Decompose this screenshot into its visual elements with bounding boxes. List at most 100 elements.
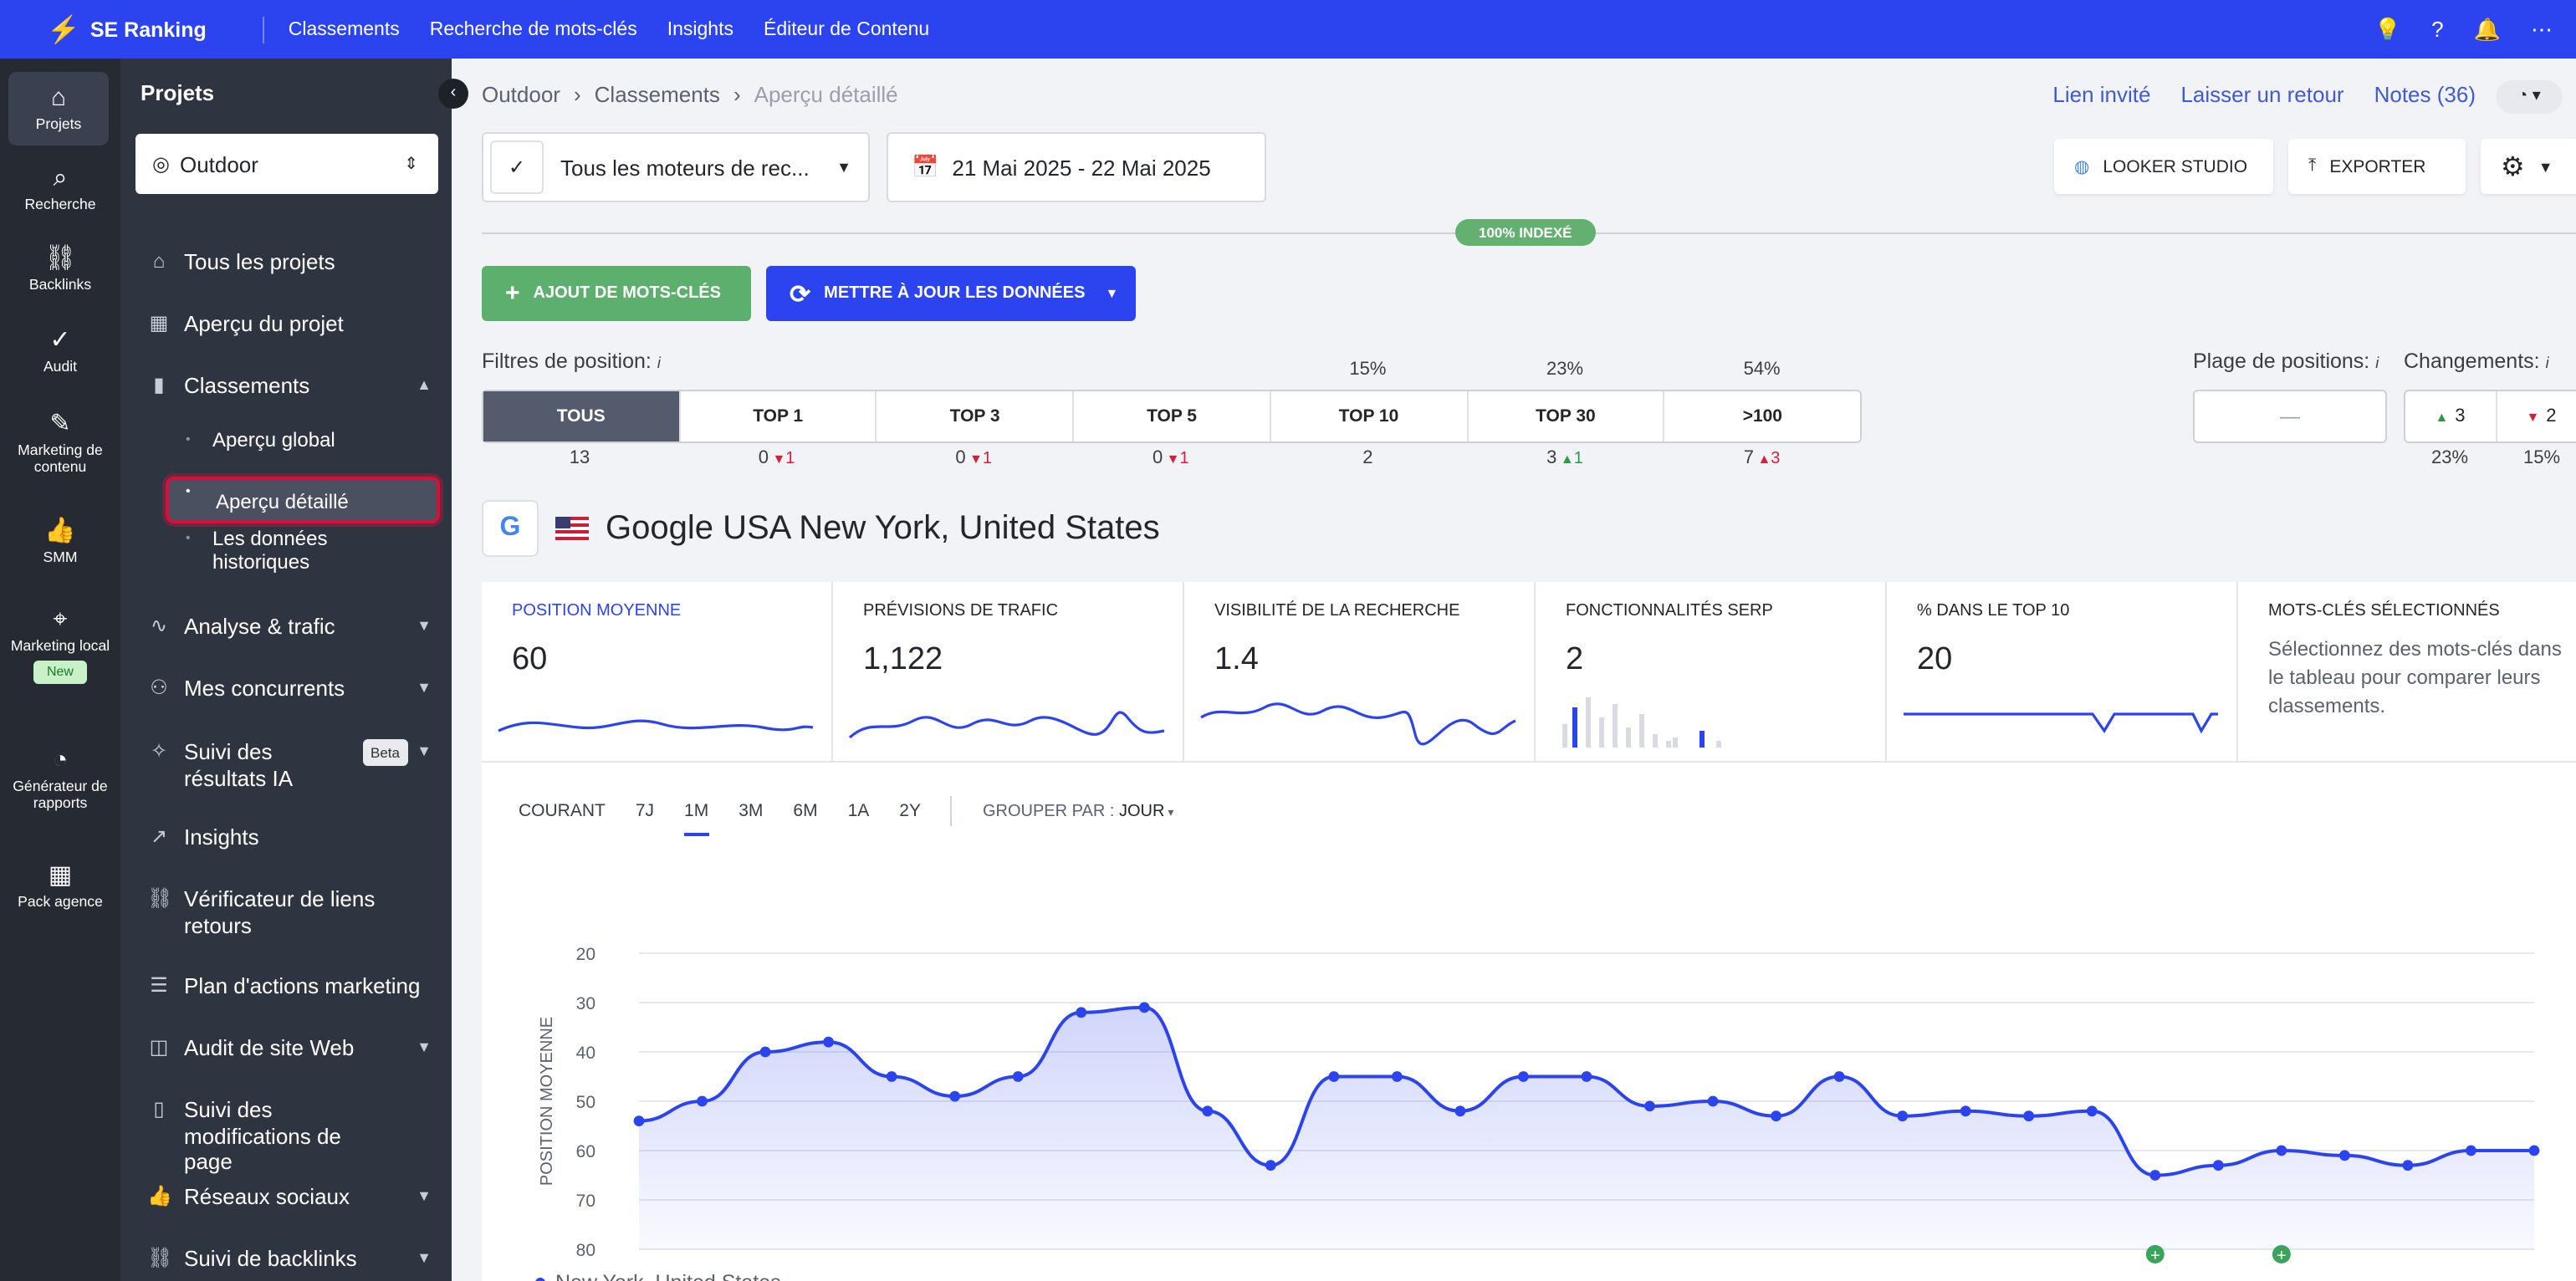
help-icon[interactable]: ? xyxy=(2431,17,2444,42)
data-point[interactable] xyxy=(823,1036,834,1048)
engine-select[interactable]: ✓ Tous les moteurs de rec... ▼ xyxy=(482,132,870,202)
data-point[interactable] xyxy=(1581,1071,1592,1082)
settings-button[interactable]: ⚙ ▼ xyxy=(2481,139,2576,194)
breadcrumb-classements[interactable]: Classements xyxy=(594,82,720,107)
sidebar-item-12[interactable]: ⛓ Suivi de backlinks ▼ xyxy=(147,1246,448,1272)
sidebar-item-9[interactable]: ◫ Audit de site Web ▼ xyxy=(147,1035,448,1061)
metric-card-1[interactable]: PRÉVISIONS DE TRAFIC 1,122 xyxy=(831,582,1183,761)
data-point[interactable] xyxy=(2402,1160,2414,1171)
data-point[interactable] xyxy=(1644,1100,1655,1112)
metric-card-0[interactable]: POSITION MOYENNE 60 xyxy=(482,582,831,761)
sidebar-item-11[interactable]: 👍 Réseaux sociaux ▼ xyxy=(147,1184,448,1210)
filter-tab-0[interactable]: TOUS xyxy=(483,391,679,441)
rail-item-3[interactable]: ✓ Audit xyxy=(0,326,120,375)
data-point[interactable] xyxy=(1392,1071,1403,1082)
sidebar-subitem-2[interactable]: Les données historiques xyxy=(186,527,363,575)
data-point[interactable] xyxy=(2528,1145,2540,1156)
guest-link[interactable]: Lien invité xyxy=(2052,82,2151,107)
position-range-input[interactable]: — xyxy=(2193,390,2387,443)
date-range-picker[interactable]: 📅 21 Mai 2025 - 22 Mai 2025 xyxy=(887,132,1266,202)
data-point[interactable] xyxy=(1960,1105,1971,1117)
project-select[interactable]: ◎ Outdoor ⇕ xyxy=(135,134,438,194)
data-point[interactable] xyxy=(1897,1110,1909,1122)
filter-tab-3[interactable]: TOP 5 xyxy=(1072,391,1269,441)
sidebar-item-2[interactable]: ▮ Classements ▲ xyxy=(147,373,448,399)
filter-tab-4[interactable]: TOP 10 xyxy=(1269,391,1466,441)
rail-item-4[interactable]: ✎ Marketing de contenu xyxy=(0,410,120,476)
sidebar-item-0[interactable]: ⌂ Tous les projets xyxy=(147,249,448,275)
event-marker[interactable] xyxy=(2145,1245,2165,1263)
add-keywords-button[interactable]: + AJOUT DE MOTS-CLÉS xyxy=(482,266,751,321)
sidebar-item-7[interactable]: ⛓ Vérificateur de liens retours xyxy=(147,886,448,938)
sidebar-item-4[interactable]: ⚇ Mes concurrents ▼ xyxy=(147,676,448,702)
data-point[interactable] xyxy=(886,1071,897,1082)
looker-studio-button[interactable]: ◍ LOOKER STUDIO xyxy=(2054,139,2273,194)
data-point[interactable] xyxy=(1202,1105,1214,1117)
more-icon[interactable]: ⋯ xyxy=(2531,16,2553,41)
metric-card-5[interactable]: MOTS-CLÉS SÉLECTIONNÉS Sélectionnez des m… xyxy=(2236,582,2576,761)
data-point[interactable] xyxy=(2466,1145,2476,1156)
sidebar-item-1[interactable]: ▦ Aperçu du projet xyxy=(147,311,448,337)
rail-item-0[interactable]: ⌂ Projets xyxy=(8,72,109,145)
data-point[interactable] xyxy=(2276,1145,2287,1156)
changes-up-button[interactable]: ▲ 3 xyxy=(2435,406,2466,426)
sidebar-item-6[interactable]: ↗ Insights xyxy=(147,824,448,850)
data-point[interactable] xyxy=(1138,1002,1150,1013)
metric-card-2[interactable]: VISIBILITÉ DE LA RECHERCHE 1.4 xyxy=(1183,582,1534,761)
data-point[interactable] xyxy=(2149,1170,2161,1181)
data-point[interactable] xyxy=(1771,1110,1781,1122)
data-point[interactable] xyxy=(759,1046,771,1058)
group-by-select[interactable]: GROUPER PAR : JOUR ▾ xyxy=(982,802,1174,820)
metric-card-3[interactable]: FONCTIONNALITÉS SERP 2 xyxy=(1534,582,1885,761)
tab-3m[interactable]: 3M xyxy=(739,801,764,821)
collapse-sidebar-button[interactable]: ‹ xyxy=(438,79,468,109)
data-point[interactable] xyxy=(1707,1095,1719,1107)
data-point[interactable] xyxy=(1012,1071,1024,1082)
metric-card-4[interactable]: % DANS LE TOP 10 20 xyxy=(1885,582,2236,761)
data-point[interactable] xyxy=(697,1095,708,1107)
top-nav-2[interactable]: Insights xyxy=(667,19,733,39)
filter-tab-1[interactable]: TOP 1 xyxy=(678,391,875,441)
sidebar-item-3[interactable]: ∿ Analyse & trafic ▼ xyxy=(147,614,448,640)
breadcrumb-outdoor[interactable]: Outdoor xyxy=(482,82,560,107)
sidebar-item-8[interactable]: ☰ Plan d'actions marketing xyxy=(147,973,448,999)
top-nav-1[interactable]: Recherche de mots-clés xyxy=(429,19,637,39)
tab-2y[interactable]: 2Y xyxy=(899,801,921,821)
tab-6m[interactable]: 6M xyxy=(793,801,818,821)
filter-tab-6[interactable]: >100 xyxy=(1663,391,1860,441)
data-point[interactable] xyxy=(2086,1105,2098,1117)
data-point[interactable] xyxy=(949,1090,961,1102)
bell-icon[interactable]: 🔔 xyxy=(2473,16,2501,41)
tab-7j[interactable]: 7J xyxy=(635,801,655,821)
tab-1m[interactable]: 1M xyxy=(684,801,709,836)
chart-legend[interactable]: New York, United States xyxy=(535,1271,781,1281)
sidebar-item-10[interactable]: ▯ Suivi des modifications de page xyxy=(147,1097,448,1176)
data-point[interactable] xyxy=(1265,1160,1276,1171)
update-data-button[interactable]: ⟳ METTRE À JOUR LES DONNÉES ▼ xyxy=(766,266,1136,321)
filter-tab-5[interactable]: TOP 30 xyxy=(1466,391,1663,441)
data-point[interactable] xyxy=(2339,1150,2350,1161)
data-point[interactable] xyxy=(633,1115,645,1126)
sidebar-subitem-1[interactable]: Aperçu détaillé xyxy=(166,477,440,523)
top-nav-0[interactable]: Classements xyxy=(288,19,400,39)
brand-logo[interactable]: ⚡ SE Ranking xyxy=(47,13,207,46)
rail-item-8[interactable]: ▦ Pack agence xyxy=(0,861,120,911)
event-marker[interactable] xyxy=(2272,1245,2291,1263)
tab-courant[interactable]: COURANT xyxy=(519,801,606,821)
data-point[interactable] xyxy=(1328,1071,1340,1082)
data-point[interactable] xyxy=(2212,1160,2224,1171)
speed-menu-button[interactable]: ◔ ▾ xyxy=(2496,80,2563,114)
rail-item-7[interactable]: ◔ Générateur de rapports xyxy=(0,746,120,812)
data-point[interactable] xyxy=(1833,1071,1845,1082)
bulb-icon[interactable]: 💡 xyxy=(2374,16,2402,41)
feedback-link[interactable]: Laisser un retour xyxy=(2180,82,2344,107)
sidebar-subitem-0[interactable]: Aperçu global xyxy=(186,428,335,452)
sidebar-item-5[interactable]: ✧ Suivi des résultats IA Beta ▼ xyxy=(147,739,448,791)
data-point[interactable] xyxy=(1454,1105,1466,1117)
rail-item-2[interactable]: ⛓ Backlinks xyxy=(0,244,120,293)
filter-tab-2[interactable]: TOP 3 xyxy=(875,391,1072,441)
data-point[interactable] xyxy=(1076,1007,1087,1018)
export-button[interactable]: ⤒ EXPORTER xyxy=(2288,139,2466,194)
data-point[interactable] xyxy=(2023,1110,2035,1122)
data-point[interactable] xyxy=(1518,1071,1529,1082)
